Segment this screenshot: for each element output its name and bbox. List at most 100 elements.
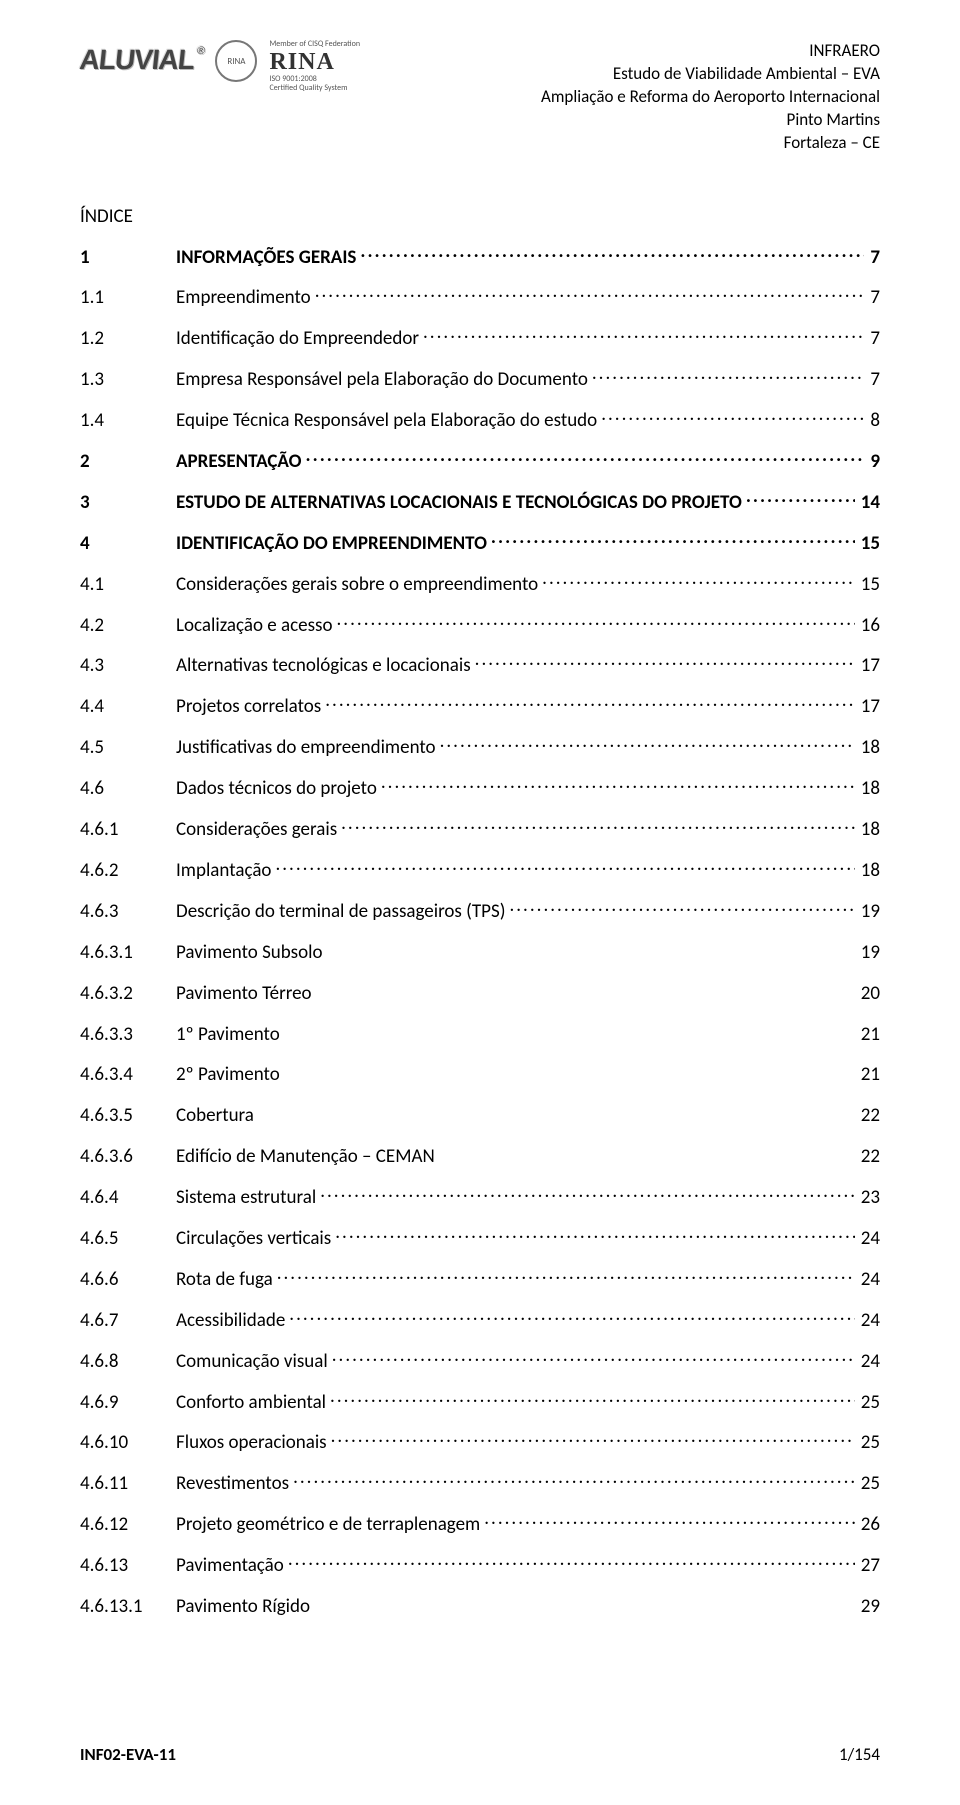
toc-entry-number: 4.6.5 (80, 1227, 176, 1250)
toc-row: 1.4Equipe Técnica Responsável pela Elabo… (80, 405, 880, 432)
toc-entry-number: 4.6.3.4 (80, 1063, 176, 1086)
toc-entry-number: 4.1 (80, 573, 176, 596)
toc-entry-page: 24 (855, 1268, 880, 1291)
toc-leader (592, 364, 864, 385)
toc-entry-number: 4.2 (80, 614, 176, 637)
header-title-block: INFRAERO Estudo de Viabilidade Ambiental… (541, 40, 880, 155)
toc-entry-number: 4.3 (80, 654, 176, 677)
toc-entry-number: 4.6.7 (80, 1309, 176, 1332)
toc-row: 1.3Empresa Responsável pela Elaboração d… (80, 364, 880, 391)
toc-row: 4.6.3.5Cobertura22 (80, 1100, 880, 1127)
toc-row: 4.5Justificativas do empreendimento18 (80, 732, 880, 759)
toc-entry-page: 21 (855, 1023, 880, 1046)
toc-leader (440, 732, 855, 753)
toc-leader (275, 855, 854, 876)
toc-entry-number: 4.6.10 (80, 1431, 176, 1454)
toc-entry-label: Projetos correlatos (176, 695, 325, 718)
toc-leader (306, 446, 865, 467)
toc-entry-number: 3 (80, 491, 176, 514)
toc-entry-number: 2 (80, 450, 176, 473)
toc-entry-page: 23 (855, 1186, 880, 1209)
toc-entry-page: 9 (864, 450, 880, 473)
toc-row: 4.6.1Considerações gerais18 (80, 814, 880, 841)
toc-entry-page: 22 (855, 1104, 880, 1127)
toc-row: 4.6.3Descrição do terminal de passageiro… (80, 896, 880, 923)
page-footer: INF02-EVA-11 1/154 (80, 1744, 880, 1765)
toc-leader (491, 528, 855, 549)
footer-page-number: 1/154 (839, 1744, 880, 1765)
toc-leader (360, 242, 864, 263)
toc-row: 4.3Alternativas tecnológicas e locaciona… (80, 651, 880, 678)
header-line: Estudo de Viabilidade Ambiental – EVA (541, 63, 880, 86)
toc-entry-number: 4.6.3 (80, 900, 176, 923)
toc-leader (314, 1591, 855, 1612)
toc-entry-number: 4.6.8 (80, 1350, 176, 1373)
toc-entry-page: 8 (864, 409, 880, 432)
toc-entry-number: 1.2 (80, 327, 176, 350)
toc-entry-page: 24 (855, 1227, 880, 1250)
toc-entry-label: Pavimento Térreo (176, 982, 316, 1005)
toc-entry-page: 18 (855, 777, 880, 800)
toc-entry-number: 1.4 (80, 409, 176, 432)
toc-row: 2APRESENTAÇÃO9 (80, 446, 880, 473)
toc-leader (381, 773, 855, 794)
toc-row: 4.6.9Conforto ambiental25 (80, 1387, 880, 1414)
toc-entry-page: 24 (855, 1350, 880, 1373)
toc-entry-number: 4.5 (80, 736, 176, 759)
toc-entry-page: 16 (855, 614, 880, 637)
toc-leader (331, 1428, 855, 1449)
toc-row: 4.6.3.42º Pavimento21 (80, 1060, 880, 1087)
toc-entry-page: 7 (864, 327, 880, 350)
header-line: INFRAERO (541, 40, 880, 63)
toc-entry-label: Projeto geométrico e de terraplenagem (176, 1513, 484, 1536)
page-header: ALUVIAL® RINA Member of CISQ Federation … (80, 40, 880, 155)
logo-rina: Member of CISQ Federation RINA ISO 9001:… (269, 40, 360, 93)
toc-entry-page: 24 (855, 1309, 880, 1332)
toc-entry-label: Sistema estrutural (176, 1186, 320, 1209)
toc-entry-number: 1 (80, 246, 176, 269)
toc-row: 4.6.4Sistema estrutural 23 (80, 1182, 880, 1209)
toc-leader (277, 1264, 855, 1285)
toc-entry-number: 4.6.4 (80, 1186, 176, 1209)
toc-leader (320, 1182, 855, 1203)
toc-row: 4.2Localização e acesso 16 (80, 610, 880, 637)
toc-entry-number: 4.6.11 (80, 1472, 176, 1495)
toc-leader (423, 323, 864, 344)
toc-leader (542, 569, 855, 590)
toc-entry-page: 19 (855, 900, 880, 923)
toc-row: 4.6.3.6Edifício de Manutenção – CEMAN22 (80, 1141, 880, 1168)
toc-leader (293, 1468, 855, 1489)
toc-entry-label: Pavimento Subsolo (176, 941, 327, 964)
toc-entry-label: Localização e acesso (176, 614, 337, 637)
toc-entry-page: 29 (855, 1595, 880, 1618)
toc-entry-page: 20 (855, 982, 880, 1005)
toc-entry-label: Empreendimento (176, 286, 315, 309)
toc-row: 1.2Identificação do Empreendedor7 (80, 323, 880, 350)
toc-entry-label: Conforto ambiental (176, 1391, 330, 1414)
header-logos: ALUVIAL® RINA Member of CISQ Federation … (80, 40, 360, 93)
toc-row: 4.6.3.31º Pavimento21 (80, 1019, 880, 1046)
toc-leader (746, 487, 855, 508)
toc-row: 4.6.13Pavimentação27 (80, 1550, 880, 1577)
toc-entry-page: 7 (864, 246, 880, 269)
toc-entry-label: IDENTIFICAÇÃO DO EMPREENDIMENTO (176, 532, 491, 555)
toc-entry-label: Acessibilidade (176, 1309, 289, 1332)
toc-entry-label: Dados técnicos do projeto (176, 777, 381, 800)
toc-entry-number: 4.6.12 (80, 1513, 176, 1536)
toc-row: 4.6.6Rota de fuga24 (80, 1264, 880, 1291)
toc-entry-page: 18 (855, 736, 880, 759)
toc-entry-label: 2º Pavimento (176, 1063, 284, 1086)
header-line: Pinto Martins (541, 109, 880, 132)
logo-aluvial: ALUVIAL® (78, 40, 205, 74)
toc-leader (332, 1346, 855, 1367)
toc-row: 4.6.13.1Pavimento Rígido29 (80, 1591, 880, 1618)
seal-text: RINA (227, 56, 245, 67)
toc-entry-page: 25 (855, 1391, 880, 1414)
toc-leader (337, 610, 855, 631)
toc-row: 4.6.7Acessibilidade 24 (80, 1305, 880, 1332)
toc-entry-page: 7 (864, 368, 880, 391)
toc-entry-label: INFORMAÇÕES GERAIS (176, 246, 360, 269)
toc-leader (258, 1100, 855, 1121)
toc-entry-page: 7 (864, 286, 880, 309)
table-of-contents: 1INFORMAÇÕES GERAIS71.1Empreendimento71.… (80, 242, 880, 1618)
